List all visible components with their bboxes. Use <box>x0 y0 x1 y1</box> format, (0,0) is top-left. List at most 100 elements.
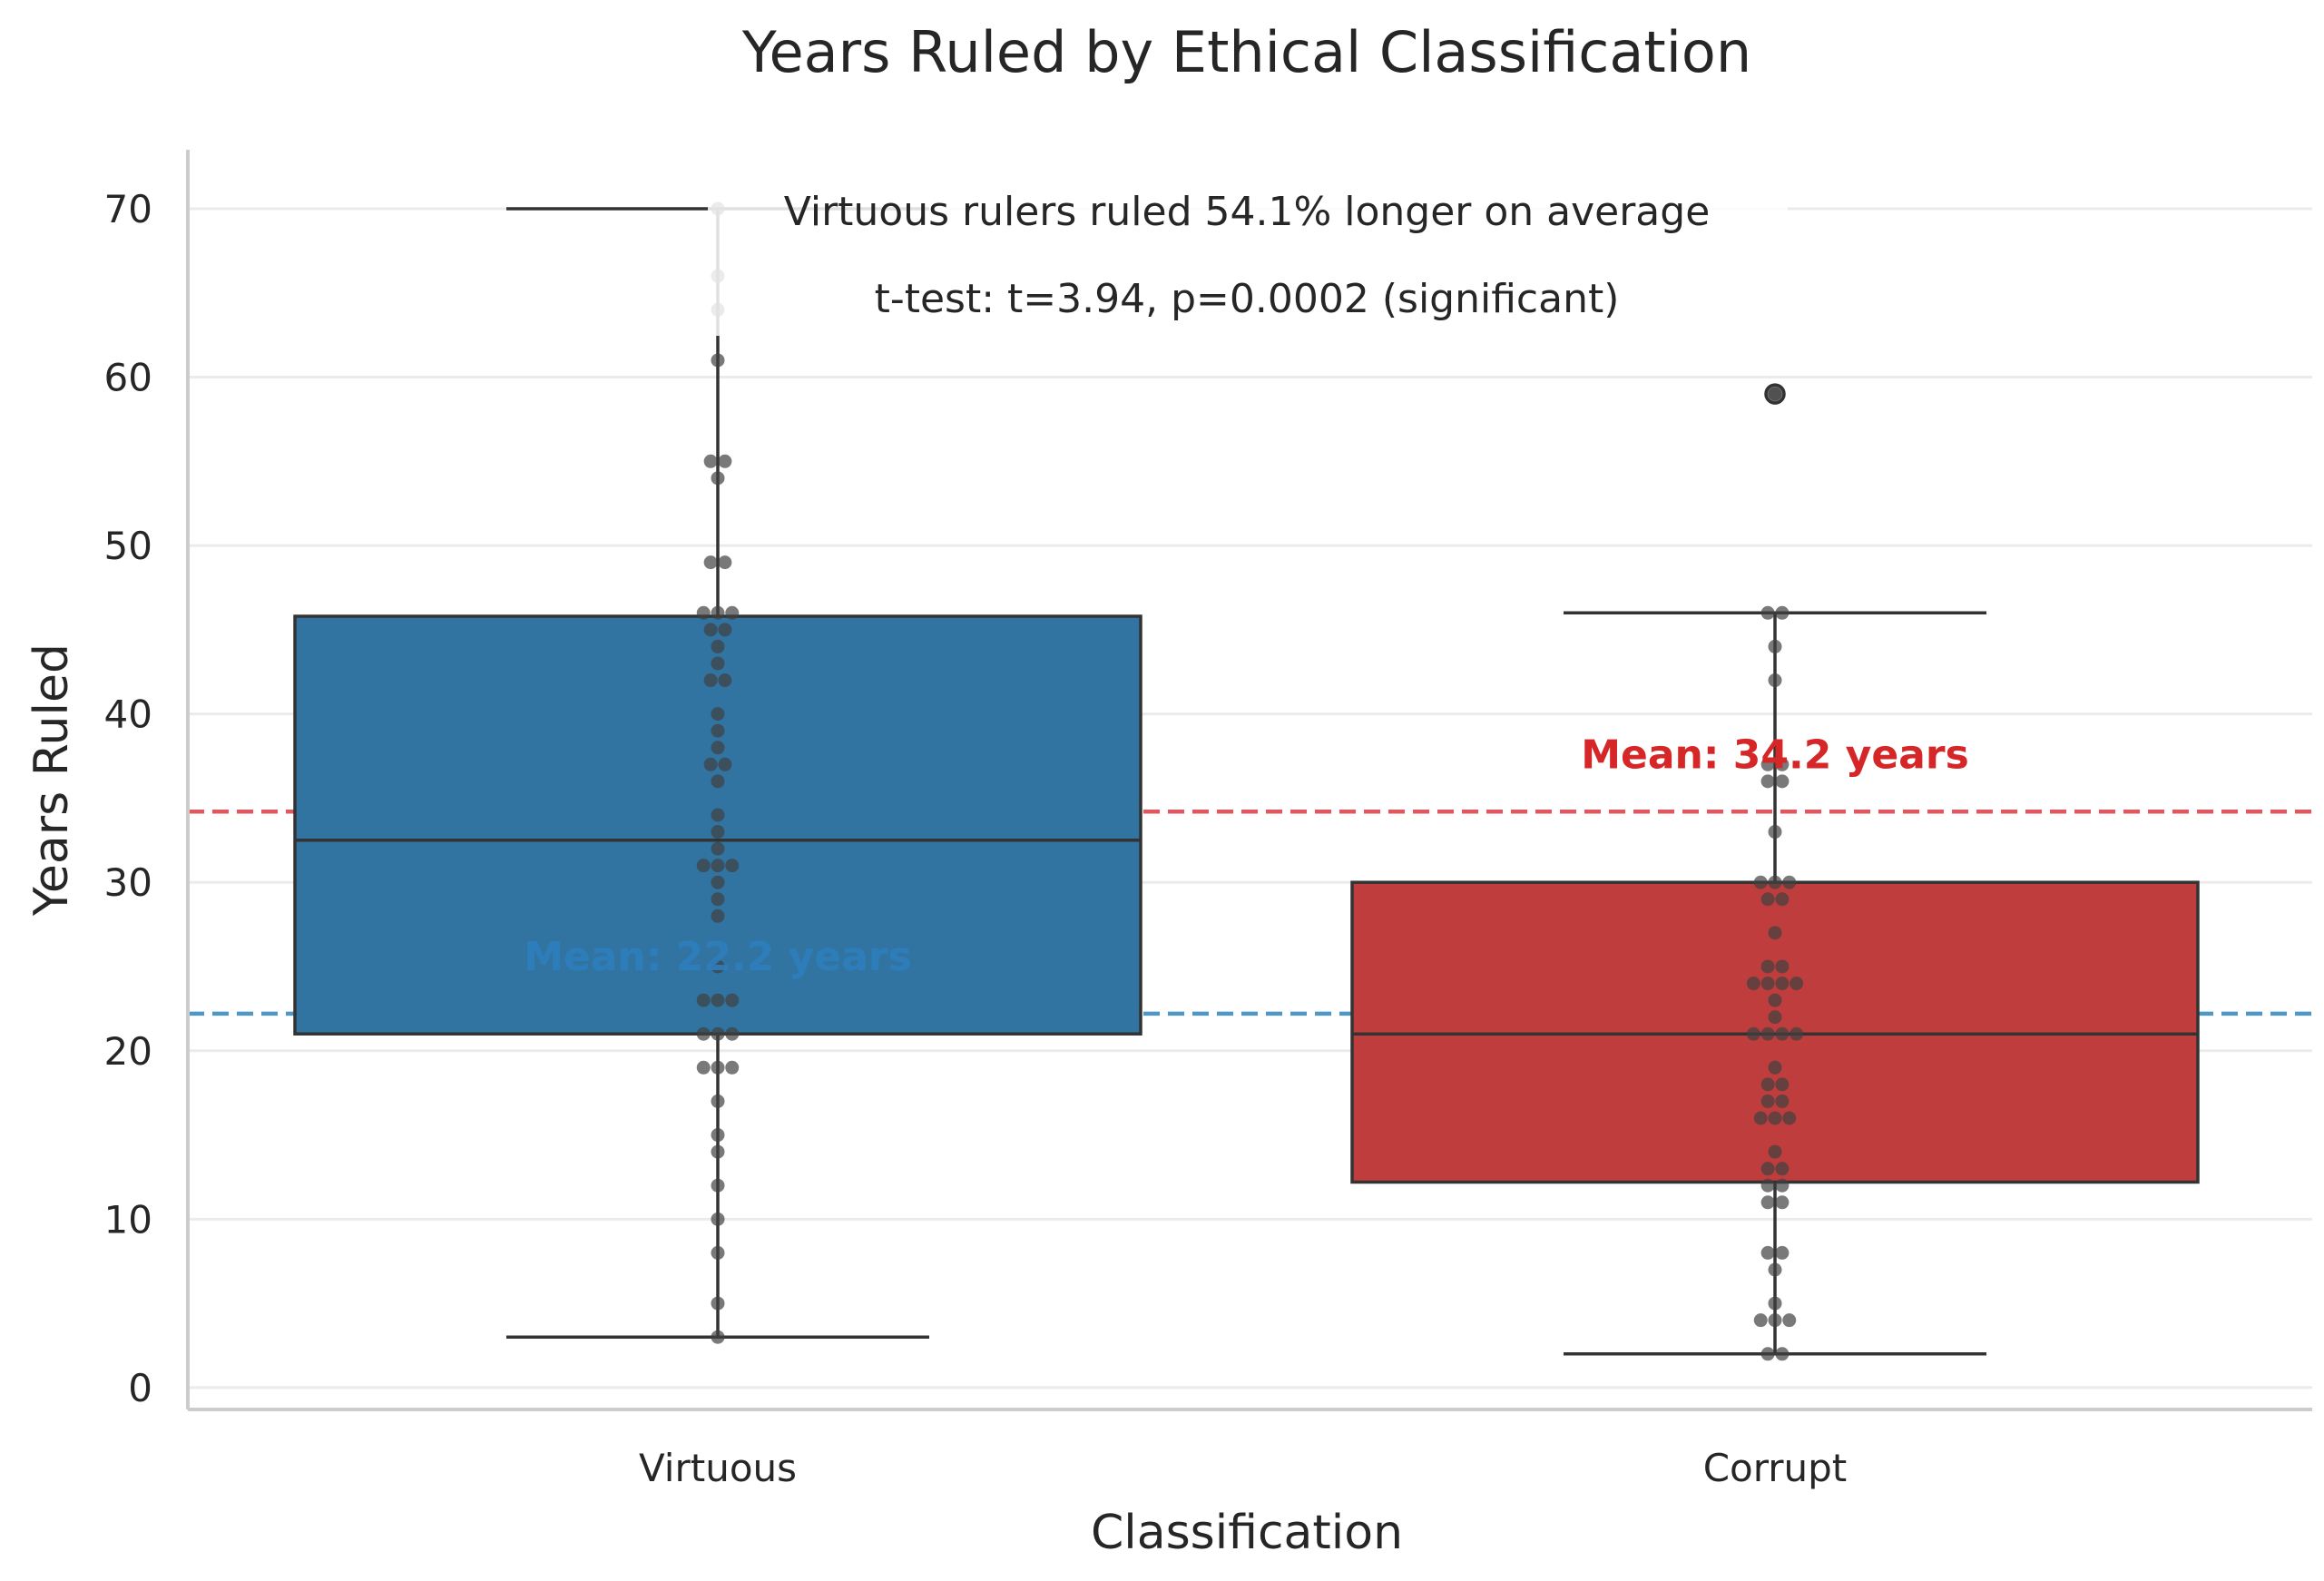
swarm-point <box>1775 605 1790 620</box>
swarm-point <box>703 673 718 688</box>
swarm-point <box>1760 1026 1775 1041</box>
swarm-point <box>711 859 725 873</box>
swarm-point <box>711 1330 725 1344</box>
swarm-point <box>711 605 725 620</box>
swarm-point <box>696 605 711 620</box>
swarm-point <box>725 993 740 1007</box>
swarm-point <box>711 639 725 653</box>
swarm-point <box>1768 1111 1782 1125</box>
swarm-point <box>1760 774 1775 789</box>
swarm-point <box>1768 1296 1782 1311</box>
swarm-point <box>711 908 725 923</box>
swarm-point <box>1746 977 1760 991</box>
swarm-point <box>718 454 732 468</box>
mean-label-corrupt: Mean: 34.2 years <box>1581 732 1969 778</box>
swarm-point <box>711 1296 725 1311</box>
y-tick-label: 60 <box>104 356 152 400</box>
y-tick-label: 10 <box>104 1197 152 1242</box>
swarm-point <box>1782 1313 1797 1328</box>
swarm-point <box>711 656 725 671</box>
swarm-point <box>1775 757 1790 771</box>
chart-title: Years Ruled by Ethical Classification <box>741 19 1751 85</box>
swarm-point <box>696 993 711 1007</box>
swarm-point <box>1768 926 1782 940</box>
swarm-point <box>696 1060 711 1075</box>
swarm-point <box>711 1245 725 1260</box>
swarm-point <box>1760 1094 1775 1108</box>
y-tick-label: 40 <box>104 692 152 737</box>
swarm-point <box>711 707 725 722</box>
swarm-point <box>1768 1262 1782 1277</box>
swarm-point <box>696 859 711 873</box>
swarm-point <box>1775 892 1790 907</box>
swarm-point <box>711 808 725 822</box>
mean-label-virtuous: Mean: 22.2 years <box>524 934 912 980</box>
y-tick-label: 70 <box>104 187 152 231</box>
swarm-point <box>1768 993 1782 1007</box>
swarm-point <box>1790 977 1804 991</box>
swarm-point <box>1768 387 1782 401</box>
y-tick-label: 20 <box>104 1029 152 1074</box>
swarm-point <box>703 555 718 570</box>
swarm-point <box>725 605 740 620</box>
swarm-point <box>1768 825 1782 840</box>
swarm-point <box>711 1060 725 1075</box>
swarm-point <box>1760 1195 1775 1210</box>
swarm-point <box>711 993 725 1007</box>
swarm-point <box>711 353 725 368</box>
swarm-point <box>711 471 725 486</box>
swarm-point <box>1775 977 1790 991</box>
swarm-point <box>1768 1010 1782 1025</box>
swarm-point <box>725 1026 740 1041</box>
swarm-point <box>711 1144 725 1159</box>
swarm-point <box>1775 1245 1790 1260</box>
swarm-point <box>711 1128 725 1143</box>
x-tick-label: Virtuous <box>639 1446 797 1490</box>
swarm-point <box>703 757 718 771</box>
swarm-point <box>718 757 732 771</box>
swarm-point <box>1782 875 1797 889</box>
swarm-point <box>1775 1026 1790 1041</box>
swarm-point <box>1760 977 1775 991</box>
swarm-point <box>1775 1347 1790 1361</box>
swarm-point <box>711 741 725 755</box>
x-tick-label: Corrupt <box>1703 1446 1848 1490</box>
swarm-point <box>696 1026 711 1041</box>
swarm-point <box>1768 1144 1782 1159</box>
swarm-point <box>1746 1026 1760 1041</box>
swarm-point <box>1790 1026 1804 1041</box>
swarm-point <box>1753 1111 1768 1125</box>
swarm-point <box>1768 1060 1782 1075</box>
swarm-point <box>711 1178 725 1193</box>
annotation-background <box>708 182 1788 336</box>
swarm-point <box>1768 673 1782 688</box>
swarm-point <box>711 841 725 856</box>
y-axis-label: Years Ruled <box>25 643 79 917</box>
swarm-point <box>1760 892 1775 907</box>
swarm-point <box>1768 1313 1782 1328</box>
swarm-point <box>1753 1313 1768 1328</box>
swarm-point <box>711 892 725 907</box>
x-axis-label: Classification <box>1091 1506 1403 1560</box>
swarm-point <box>1775 774 1790 789</box>
swarm-point <box>1760 1347 1775 1361</box>
swarm-point <box>718 555 732 570</box>
swarm-point <box>1775 1077 1790 1092</box>
annotation-ttest: t-test: t=3.94, p=0.0002 (significant) <box>875 276 1620 322</box>
swarm-point <box>703 454 718 468</box>
swarm-point <box>711 1212 725 1226</box>
swarm-point <box>1775 1094 1790 1108</box>
y-tick-label: 30 <box>104 860 152 905</box>
swarm-point <box>1753 875 1768 889</box>
swarm-point <box>725 859 740 873</box>
swarm-point <box>1760 959 1775 974</box>
swarm-point <box>1768 875 1782 889</box>
swarm-point <box>1760 757 1775 771</box>
swarm-point <box>1775 959 1790 974</box>
swarm-point <box>703 623 718 637</box>
swarm-point <box>711 959 725 974</box>
swarm-point <box>1782 1111 1797 1125</box>
annotation-box: Virtuous rulers ruled 54.1% longer on av… <box>708 182 1788 336</box>
